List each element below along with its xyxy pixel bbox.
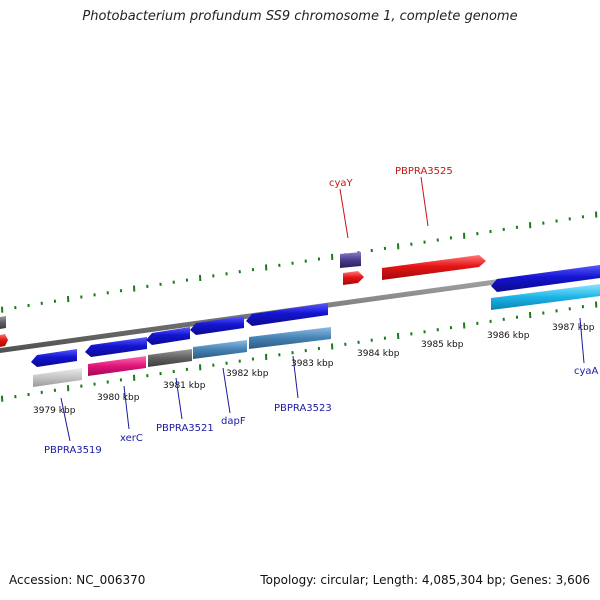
ruler-label: 3984 kbp xyxy=(357,349,400,359)
gene-label-PBPRA3525: PBPRA3525 xyxy=(395,166,453,177)
leader-dapF xyxy=(222,367,231,414)
ruler-labels: 3979 kbp 3980 kbp 3981 kbp 3982 kbp 3983… xyxy=(33,323,595,416)
gene-label-PBPRA3523: PBPRA3523 xyxy=(274,403,332,414)
gene-features xyxy=(0,252,600,387)
leader-PBPRA3521 xyxy=(175,377,183,420)
ruler-label: 3986 kbp xyxy=(487,331,530,341)
leader-cyaY xyxy=(339,188,349,239)
upper-tick-track xyxy=(1,211,598,313)
gene-feature-red-edge xyxy=(0,334,8,347)
ruler-label: 3981 kbp xyxy=(163,381,206,391)
gene-label-cyaA: cyaA xyxy=(574,366,599,377)
map-title: Photobacterium profundum SS9 chromosome … xyxy=(82,9,518,24)
gene-label-PBPRA3521: PBPRA3521 xyxy=(156,423,214,434)
gene-label-dapF: dapF xyxy=(221,416,246,427)
gene-feature-blue-1 xyxy=(31,349,77,367)
gene-label-cyaY: cyaY xyxy=(329,178,354,189)
gene-feature-cyaY-red xyxy=(343,271,364,285)
ruler-label: 3983 kbp xyxy=(291,359,334,369)
gene-label-PBPRA3519: PBPRA3519 xyxy=(44,445,102,456)
gene-labels: cyaY PBPRA3525 PBPRA3519 xerC PBPRA3521 … xyxy=(44,166,599,456)
leader-PBPRA3519 xyxy=(60,397,71,442)
leader-xerC xyxy=(123,385,130,430)
gene-label-xerC: xerC xyxy=(120,433,143,444)
gene-feature-blue-5 xyxy=(246,303,328,326)
ruler-label: 3985 kbp xyxy=(421,340,464,350)
ruler-label: 3987 kbp xyxy=(552,323,595,333)
gene-feature-blue-right xyxy=(491,265,600,292)
ruler-label: 3982 kbp xyxy=(226,369,269,379)
accession-label: Accession: NC_006370 xyxy=(9,573,146,587)
gene-feature-PBPRA3523 xyxy=(249,327,331,349)
gene-feature-PBPRA3521 xyxy=(148,349,192,367)
gene-feature-PBPRA3519 xyxy=(33,368,82,387)
leader-PBPRA3525 xyxy=(420,176,429,227)
ruler-label: 3979 kbp xyxy=(33,406,76,416)
genome-summary-label: Topology: circular; Length: 4,085,304 bp… xyxy=(260,573,590,587)
gene-feature-blue-2 xyxy=(85,337,147,357)
gene-feature-gray-edge xyxy=(0,316,6,329)
gene-feature-blue-4 xyxy=(190,316,244,335)
gene-feature-blue-3 xyxy=(146,327,190,345)
leader-cyaA xyxy=(579,317,585,364)
gene-feature-cyaY xyxy=(340,252,361,268)
leader-PBPRA3523 xyxy=(292,355,299,399)
label-leaders xyxy=(60,176,585,442)
gene-feature-cyaA xyxy=(491,284,600,310)
gene-feature-PBPRA3525 xyxy=(382,255,486,280)
lower-tick-track xyxy=(1,301,598,402)
gene-feature-dapF xyxy=(193,340,247,359)
ruler-label: 3980 kbp xyxy=(97,393,140,403)
gene-feature-xerC xyxy=(88,356,146,376)
